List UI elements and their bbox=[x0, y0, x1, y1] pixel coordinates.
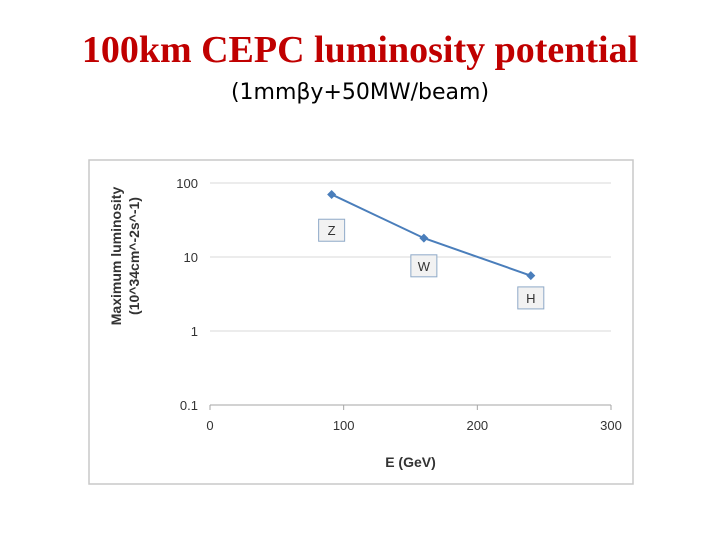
annotation-box-frame bbox=[517, 286, 545, 310]
axes bbox=[209, 404, 612, 410]
x-tick-label: 100 bbox=[333, 418, 355, 433]
annotation-label: Z bbox=[328, 223, 336, 238]
x-tick-label: 200 bbox=[466, 418, 488, 433]
data-series bbox=[327, 189, 536, 281]
y-axis-title-line-2: (10^34cm^-2s^-1) bbox=[126, 197, 142, 315]
annotation-label: H bbox=[526, 291, 535, 306]
slide-title: 100km CEPC luminosity potential bbox=[81, 29, 639, 71]
x-tick-label: 0 bbox=[206, 418, 213, 433]
data-point-marker bbox=[526, 271, 536, 281]
x-tick-label: 300 bbox=[600, 418, 622, 433]
data-point-marker bbox=[419, 233, 429, 243]
chart-frame bbox=[88, 159, 634, 485]
annotation-box: H bbox=[517, 286, 545, 310]
y-tick-label: 10 bbox=[184, 250, 198, 265]
y-tick-label: 0.1 bbox=[180, 398, 198, 413]
annotation-label: W bbox=[418, 259, 431, 274]
x-axis-title: E (GeV) bbox=[385, 454, 436, 470]
annotation-box: W bbox=[410, 254, 438, 278]
tick-labels: 0.1 1 10 100 0 100 200 300 bbox=[176, 176, 622, 433]
annotation-box-frame bbox=[410, 254, 438, 278]
data-point-marker bbox=[327, 189, 337, 199]
point-annotations: Z W H bbox=[318, 218, 545, 310]
y-tick-label: 1 bbox=[191, 324, 198, 339]
annotation-box-frame bbox=[318, 218, 346, 242]
y-axis-title-line-1: Maximum luminosity bbox=[108, 187, 124, 326]
annotation-box: Z bbox=[318, 218, 346, 242]
slide-subtitle: (1mmβy+50MW/beam) bbox=[230, 80, 490, 105]
y-tick-label: 100 bbox=[176, 176, 198, 191]
